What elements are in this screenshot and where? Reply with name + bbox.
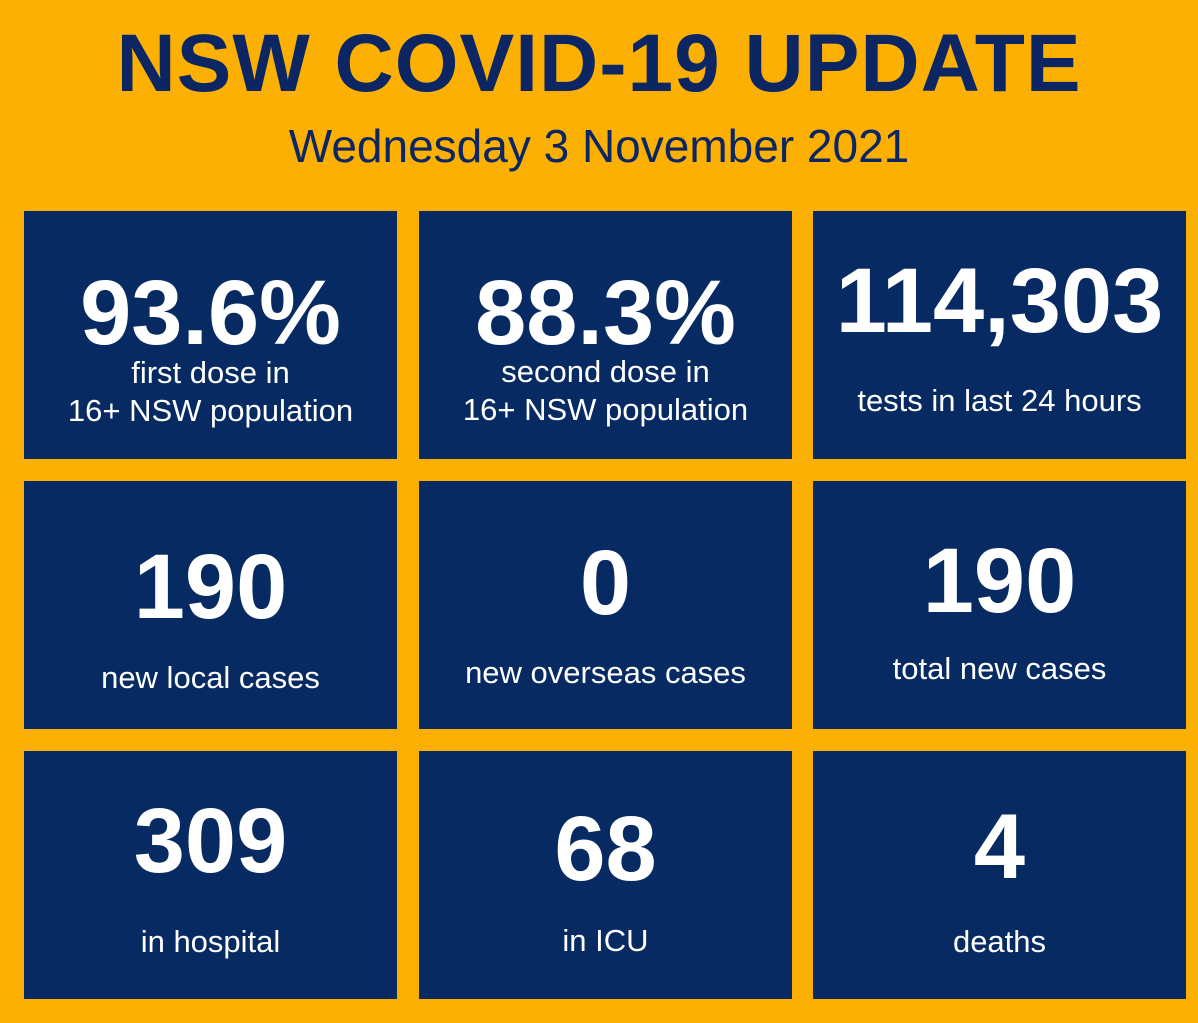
stat-label: total new cases	[892, 651, 1107, 686]
stat-label: first dose in	[131, 355, 290, 390]
stat-label: new local cases	[101, 660, 320, 695]
stat-value: 93.6%	[80, 262, 341, 364]
stat-value: 68	[554, 798, 657, 900]
stat-value: 190	[922, 530, 1077, 632]
stat-second-dose: 88.3% second dose in 16+ NSW population	[419, 211, 792, 459]
stat-first-dose: 93.6% first dose in 16+ NSW population	[24, 211, 397, 459]
stat-local-cases: 190 new local cases	[24, 481, 397, 729]
stat-label: deaths	[952, 924, 1047, 959]
stat-label: tests in last 24 hours	[857, 383, 1142, 418]
stat-label: in hospital	[140, 924, 281, 959]
stat-icu: 68 in ICU	[419, 751, 792, 999]
stat-value: 190	[133, 536, 288, 638]
stat-label: new overseas cases	[465, 655, 746, 690]
stat-value: 4	[973, 796, 1026, 898]
stat-label: 16+ NSW population	[462, 392, 749, 427]
stat-value: 0	[579, 532, 632, 634]
stat-label: 16+ NSW population	[67, 393, 354, 428]
stat-value: 88.3%	[475, 262, 736, 364]
stat-value: 309	[133, 790, 288, 892]
stat-total-cases: 190 total new cases	[813, 481, 1186, 729]
page-title: NSW COVID-19 UPDATE	[116, 18, 1082, 109]
stat-label: in ICU	[562, 923, 649, 958]
stat-hospital: 309 in hospital	[24, 751, 397, 999]
stat-deaths: 4 deaths	[813, 751, 1186, 999]
update-date: Wednesday 3 November 2021	[288, 120, 910, 172]
stat-label: second dose in	[501, 354, 710, 389]
stat-value: 114,303	[835, 250, 1164, 352]
stat-overseas-cases: 0 new overseas cases	[419, 481, 792, 729]
stat-tests: 114,303 tests in last 24 hours	[813, 211, 1186, 459]
